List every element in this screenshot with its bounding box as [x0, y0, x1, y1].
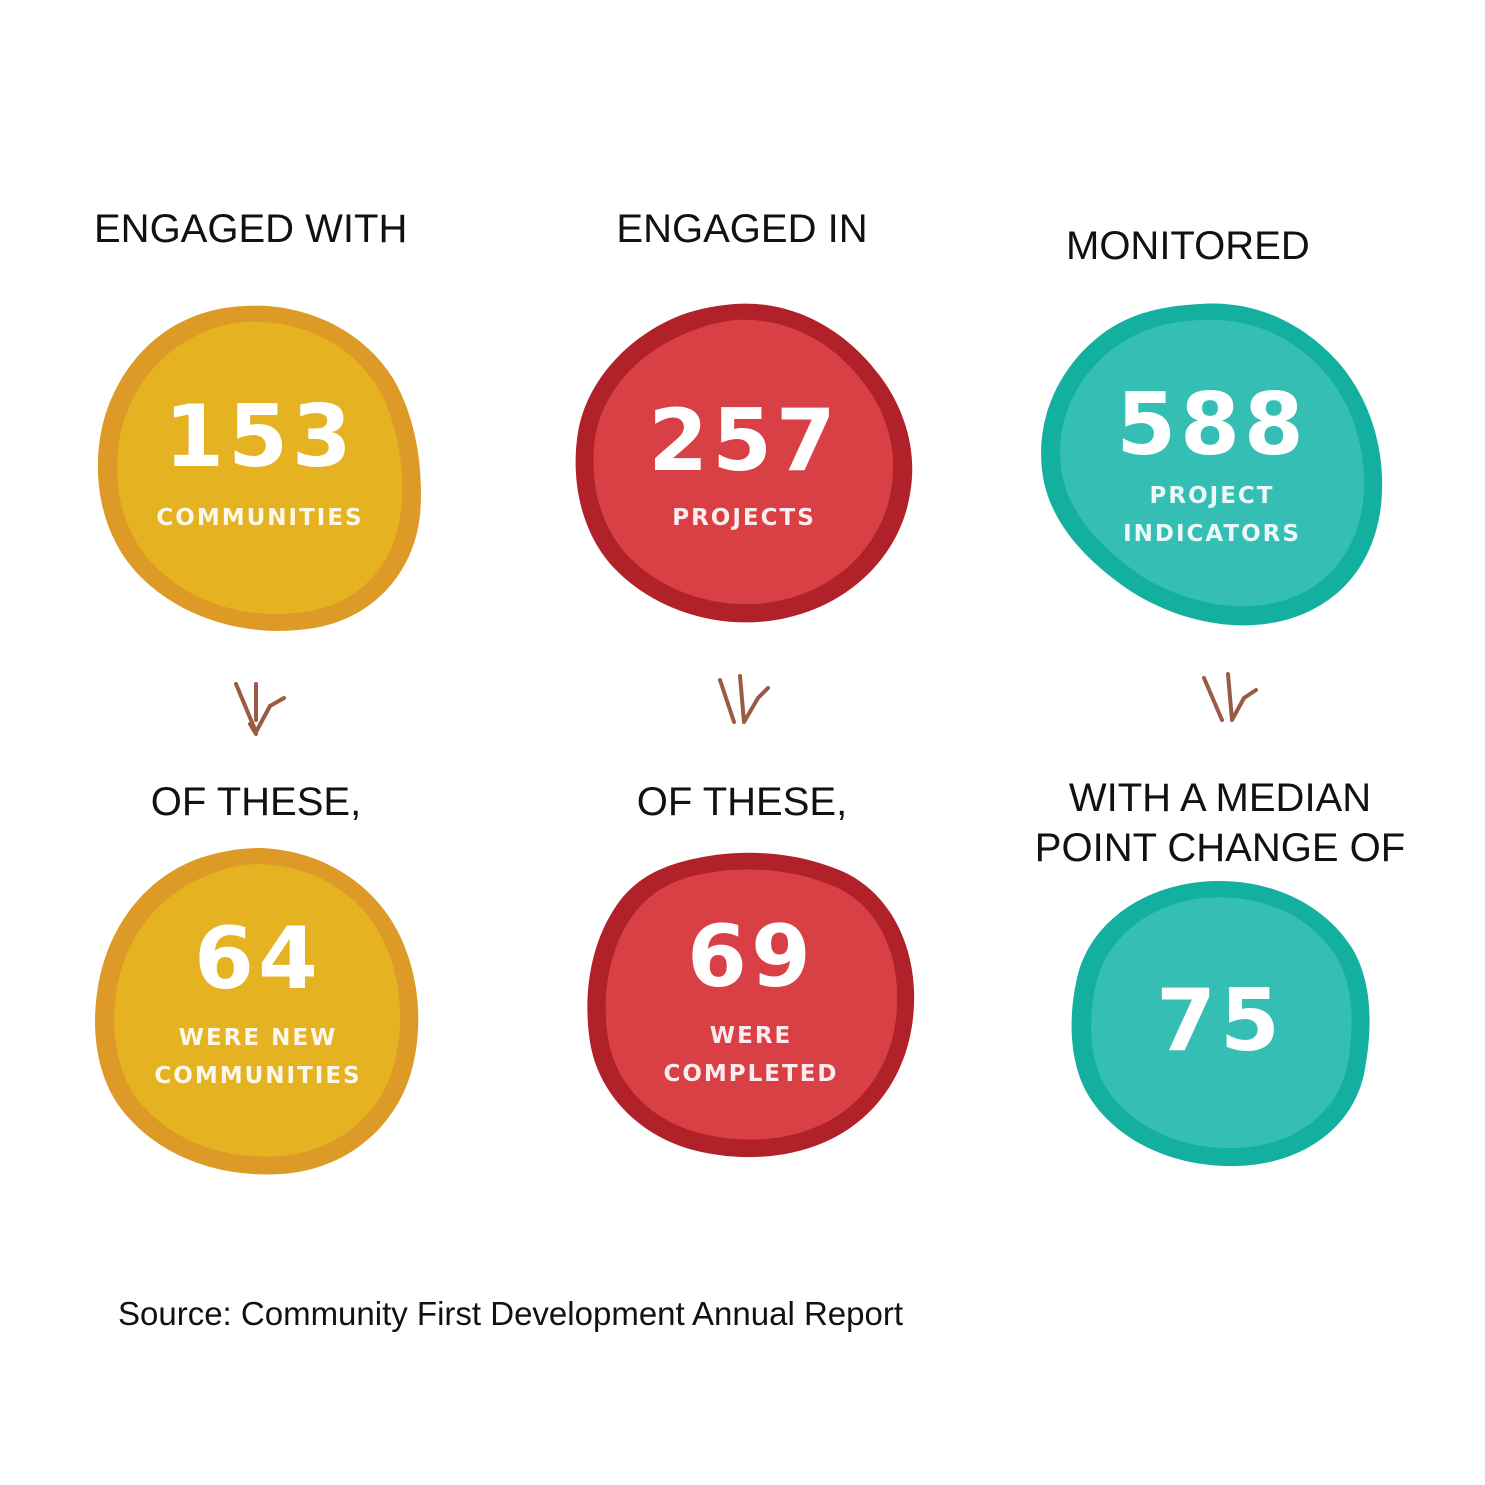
projects-label: PROJECTS	[672, 505, 816, 531]
heading-of-these-1: OF THESE,	[150, 780, 362, 824]
heading-monitored: MONITORED	[1066, 224, 1310, 268]
project-indicators-count: 588	[1116, 375, 1308, 475]
yellow-blob-shape	[95, 848, 419, 1175]
heading-median-change-line1: WITH A MEDIAN	[1068, 776, 1372, 820]
completed-blob: 69 WERE COMPLETED	[586, 850, 916, 1160]
communities-blob: 153 COMMUNITIES	[94, 300, 426, 634]
median-change-value: 75	[1156, 971, 1284, 1071]
median-change-blob: 75	[1070, 878, 1370, 1168]
new-communities-label-line2: COMMUNITIES	[154, 1063, 362, 1089]
completed-label-line1: WERE	[709, 1023, 793, 1049]
teal-blob-shape	[1071, 881, 1370, 1167]
source-note: Source: Community First Development Annu…	[118, 1295, 904, 1332]
new-communities-blob: 64 WERE NEW COMMUNITIES	[92, 844, 424, 1178]
new-communities-count: 64	[194, 909, 322, 1009]
new-communities-label-line1: WERE NEW	[178, 1025, 338, 1051]
yellow-blob-shape	[97, 305, 421, 631]
double-arrow-down-icon	[234, 682, 286, 736]
red-blob-shape	[575, 303, 913, 623]
heading-median-change-line2: POINT CHANGE OF	[1034, 826, 1406, 870]
heading-engaged-in: ENGAGED IN	[616, 207, 868, 251]
project-indicators-label-line2: INDICATORS	[1123, 521, 1301, 547]
communities-count: 153	[164, 387, 356, 487]
heading-of-these-2: OF THESE,	[636, 780, 848, 824]
completed-count: 69	[687, 907, 815, 1007]
project-indicators-blob: 588 PROJECT INDICATORS	[1040, 302, 1384, 626]
completed-label-line2: COMPLETED	[663, 1061, 839, 1087]
double-arrow-down-icon	[718, 674, 770, 724]
double-arrow-down-icon	[1202, 672, 1258, 722]
heading-engaged-with: ENGAGED WITH	[94, 207, 408, 251]
teal-blob-shape	[1041, 303, 1383, 626]
projects-blob: 257 PROJECTS	[574, 300, 914, 624]
project-indicators-label-line1: PROJECT	[1149, 483, 1275, 509]
communities-label: COMMUNITIES	[156, 505, 364, 531]
projects-count: 257	[648, 391, 840, 491]
red-blob-shape	[587, 852, 915, 1158]
